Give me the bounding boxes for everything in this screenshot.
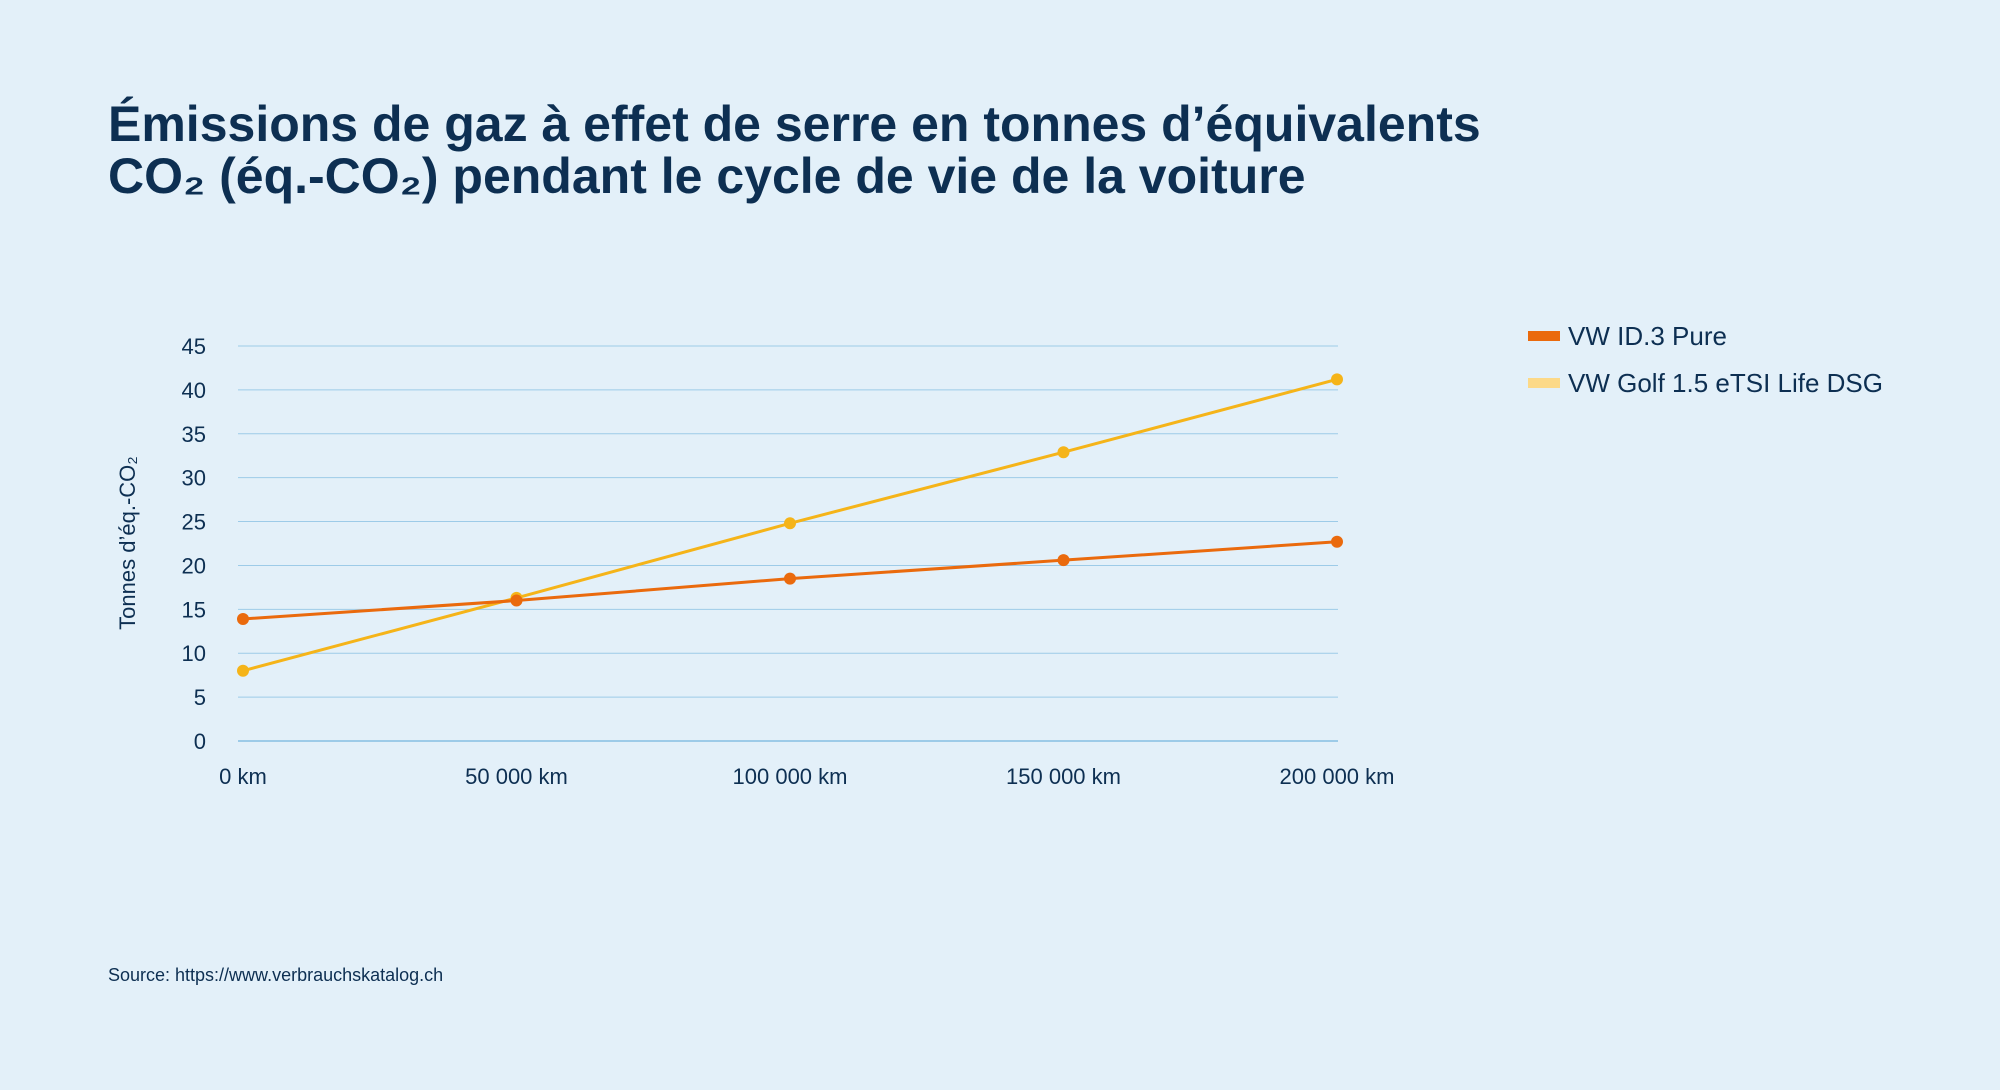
y-tick-label-40: 40: [182, 378, 206, 403]
legend-item-0: VW ID.3 Pure: [1528, 318, 1883, 354]
y-tick-label-25: 25: [182, 510, 206, 535]
y-tick-label-15: 15: [182, 597, 206, 622]
y-tick-label-20: 20: [182, 553, 206, 578]
series-1-point-4: [1331, 373, 1343, 386]
legend-label-1: VW Golf 1.5 eTSI Life DSG: [1568, 367, 1883, 398]
source-note: Source: https://www.verbrauchskatalog.ch: [108, 965, 444, 985]
x-tick-label-0: 0 km: [219, 764, 267, 789]
y-tick-label-30: 30: [182, 466, 206, 491]
x-tick-label-3: 150 000 km: [1006, 764, 1121, 789]
series-1-point-2: [784, 517, 796, 530]
legend-label-0: VW ID.3 Pure: [1568, 320, 1727, 351]
legend-item-1: VW Golf 1.5 eTSI Life DSG: [1528, 365, 1883, 401]
legend-swatch-0: [1528, 331, 1560, 341]
series-0-point-1: [510, 594, 523, 607]
y-tick-label-45: 45: [182, 334, 206, 359]
series-1-point-3: [1057, 446, 1070, 459]
y-tick-label-10: 10: [182, 641, 206, 666]
x-tick-label-4: 200 000 km: [1280, 764, 1395, 789]
x-tick-label-2: 100 000 km: [733, 764, 848, 789]
y-tick-label-35: 35: [182, 422, 206, 447]
chart-legend: VW ID.3 Pure VW Golf 1.5 eTSI Life DSG: [1528, 318, 1883, 412]
series-1-point-0: [237, 664, 249, 677]
chart-title: Émissions de gaz à effet de serre en ton…: [108, 98, 1708, 202]
series-0-point-0: [237, 612, 249, 625]
legend-swatch-1: [1528, 378, 1560, 388]
series-0-point-2: [784, 572, 796, 585]
series-0-point-3: [1057, 554, 1070, 567]
chart-title-line-1: Émissions de gaz à effet de serre en ton…: [108, 96, 1481, 152]
y-axis-label: Tonnes d’éq.-CO₂: [115, 456, 140, 630]
chart-title-line-2: CO₂ (éq.-CO₂) pendant le cycle de vie de…: [108, 148, 1306, 204]
series-0-point-4: [1331, 535, 1343, 548]
y-tick-label-0: 0: [194, 729, 206, 754]
x-tick-label-1: 50 000 km: [465, 764, 568, 789]
y-tick-label-5: 5: [194, 685, 206, 710]
